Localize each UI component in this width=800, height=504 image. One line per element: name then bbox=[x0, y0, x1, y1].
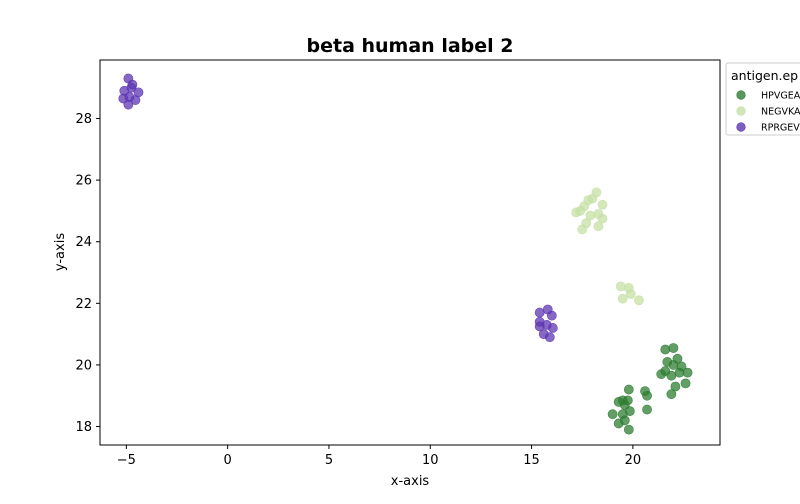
legend-marker bbox=[736, 122, 746, 132]
data-point-hpvgea bbox=[656, 369, 667, 380]
data-point-hpvgea bbox=[642, 404, 652, 415]
x-axis-label: x-axis bbox=[391, 474, 430, 489]
data-point-rprgev bbox=[534, 321, 545, 332]
data-point-negvka bbox=[585, 210, 596, 221]
data-point-negvka bbox=[571, 207, 582, 218]
y-tick-label: 18 bbox=[75, 420, 92, 435]
data-point-hpvgea bbox=[682, 367, 693, 378]
legend-box bbox=[725, 62, 800, 136]
legend-title: antigen.ep bbox=[731, 68, 798, 83]
data-point-hpvgea bbox=[668, 343, 679, 353]
y-axis-label: y-axis bbox=[53, 233, 68, 271]
x-tick-label: −5 bbox=[117, 453, 136, 468]
x-tick-label: 5 bbox=[325, 453, 333, 468]
y-tick-label: 22 bbox=[75, 297, 92, 312]
x-tick-label: 20 bbox=[625, 453, 642, 468]
y-tick-label: 20 bbox=[75, 358, 92, 373]
plot-area bbox=[100, 60, 720, 445]
data-point-rprgev bbox=[130, 95, 141, 105]
plot-frame bbox=[99, 59, 721, 446]
data-point-negvka bbox=[577, 224, 588, 235]
y-tick-label: 26 bbox=[75, 174, 92, 189]
legend-marker bbox=[736, 106, 746, 116]
data-point-hpvgea bbox=[642, 390, 652, 401]
data-point-negvka bbox=[625, 289, 636, 299]
y-tick-label: 28 bbox=[75, 112, 92, 127]
chart-title: beta human label 2 bbox=[307, 35, 514, 57]
x-tick-label: 0 bbox=[224, 453, 232, 468]
data-point-rprgev bbox=[546, 310, 557, 321]
data-point-negvka bbox=[634, 295, 644, 306]
data-point-hpvgea bbox=[680, 378, 691, 389]
legend-entries: HPVGEA NEGVKA RPRGEV bbox=[736, 90, 800, 134]
data-point-hpvgea bbox=[668, 360, 679, 370]
legend-label: NEGVKA bbox=[761, 107, 800, 118]
x-tick-label: 10 bbox=[422, 453, 439, 468]
legend-label: RPRGEV bbox=[761, 123, 800, 134]
legend-label: HPVGEA bbox=[761, 91, 800, 102]
data-point-negvka bbox=[593, 221, 604, 232]
legend-marker bbox=[736, 90, 746, 100]
x-tick-label: 15 bbox=[523, 453, 540, 468]
data-point-hpvgea bbox=[623, 384, 634, 395]
data-point-hpvgea bbox=[666, 389, 677, 400]
data-point-hpvgea bbox=[613, 396, 624, 407]
data-point-hpvgea bbox=[670, 381, 681, 392]
data-point-rprgev bbox=[544, 332, 555, 343]
data-point-hpvgea bbox=[613, 418, 624, 429]
data-point-hpvgea bbox=[660, 344, 671, 355]
data-point-negvka bbox=[597, 213, 608, 224]
legend: antigen.ep HPVGEA NEGVKA RPRGEV bbox=[725, 62, 800, 136]
points-layer bbox=[118, 73, 693, 435]
data-point-negvka bbox=[597, 199, 608, 210]
data-point-hpvgea bbox=[607, 409, 618, 420]
data-point-rprgev bbox=[547, 323, 558, 333]
data-point-rprgev bbox=[123, 99, 134, 110]
data-point-hpvgea bbox=[623, 424, 634, 435]
data-point-negvka bbox=[617, 293, 628, 304]
y-tick-label: 24 bbox=[75, 235, 92, 250]
data-point-rprgev bbox=[534, 307, 545, 318]
data-point-hpvgea bbox=[666, 370, 677, 381]
data-point-negvka bbox=[615, 281, 626, 292]
axes-layer: −5 0 5 10 15 20 18 20 22 24 26 28 bbox=[75, 112, 641, 468]
